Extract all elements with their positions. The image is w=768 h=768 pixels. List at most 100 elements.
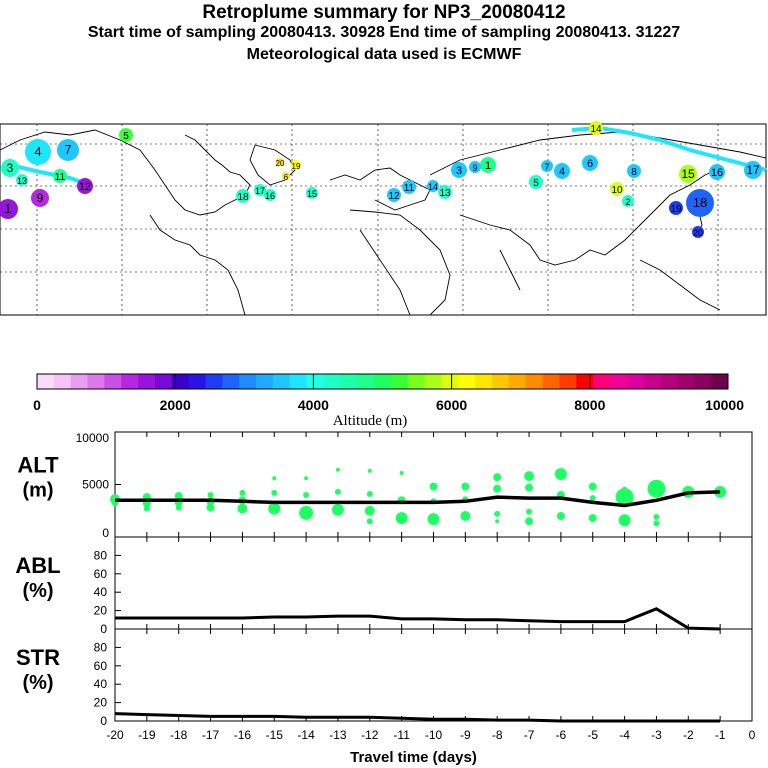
map-point-label: 11	[404, 183, 415, 194]
colorbar-cell	[357, 374, 375, 389]
y-tick-label: 80	[94, 548, 108, 562]
map-point-label: 19	[292, 162, 301, 171]
colorbar-cell	[256, 374, 274, 389]
colorbar-cell	[626, 374, 645, 389]
alt-scatter-point	[588, 482, 597, 491]
abl-panel: ABL(%) 80 60 40 20 0	[15, 536, 753, 636]
alt-scatter-point	[206, 503, 215, 512]
x-tick-label: -8	[492, 728, 503, 742]
map-point-label: 6	[284, 173, 289, 182]
map-point	[254, 184, 266, 196]
map-point	[610, 182, 624, 196]
map-point-label: 20	[693, 228, 703, 238]
map-point-label: 4	[559, 166, 565, 178]
alt-scatter-point	[303, 492, 310, 498]
y-axis-unit: (%)	[22, 672, 53, 694]
abl-line	[115, 607, 721, 631]
map-point	[692, 226, 704, 238]
map-point-label: 3	[7, 161, 14, 175]
colorbar-cell	[492, 374, 510, 389]
map-point-label: 9	[37, 191, 44, 205]
y-axis-label: STR	[16, 645, 60, 670]
alt-scatter-point	[589, 495, 596, 502]
map-point-label: 12	[79, 181, 91, 193]
map-point	[16, 174, 28, 186]
alt-scatter-point	[335, 467, 340, 472]
colorbar-tick-labels: 0 2000 4000 6000 8000 10000	[33, 374, 744, 413]
alt-scatter-point	[271, 489, 278, 496]
chart-title: Retroplume summary for NP3_20080412	[202, 2, 566, 23]
alt-scatter-point	[526, 508, 533, 515]
map-point	[119, 128, 133, 142]
map-point	[276, 158, 284, 166]
alt-scatter-point	[588, 514, 597, 523]
colorbar-tick-label: 2000	[160, 397, 191, 413]
alt-scatter-point	[429, 482, 438, 491]
map-point	[77, 178, 93, 194]
map-point-label: 12	[388, 191, 400, 202]
map-point	[306, 187, 318, 199]
colorbar-cell	[53, 374, 72, 389]
map-point-label: 1	[4, 201, 11, 216]
map-point	[31, 189, 49, 207]
alt-scatter-point	[647, 479, 666, 498]
x-axis-label: Travel time (days)	[350, 749, 477, 766]
map-point-label: 18	[237, 192, 249, 203]
colorbar-tick-label: 8000	[574, 397, 605, 413]
x-tick-label: -15	[266, 728, 284, 742]
alt-scatter-point	[272, 476, 277, 481]
alt-scatter-point	[364, 505, 375, 516]
colorbar-tick-label: 6000	[436, 397, 467, 413]
y-axis-unit: (%)	[22, 580, 53, 602]
alt-scatter-point	[299, 505, 314, 520]
alt-scatter-point	[493, 484, 502, 493]
colorbar-cell	[643, 374, 662, 389]
colorbar-cell	[525, 374, 544, 389]
alt-scatter-point	[143, 505, 150, 512]
y-tick-label: 5000	[82, 478, 109, 492]
map-point-label: 2	[625, 197, 630, 207]
alt-scatter-point	[714, 485, 727, 498]
x-tick-label: -18	[170, 728, 188, 742]
map-point-label: 17	[746, 163, 760, 177]
x-tick-label: -10	[425, 728, 443, 742]
x-tick-label: -17	[202, 728, 220, 742]
alt-scatter-point	[207, 492, 214, 498]
map-point	[387, 188, 401, 202]
colorbar-cell	[188, 374, 207, 389]
map-point	[669, 201, 683, 215]
map-point-label: 17	[255, 186, 265, 196]
colorbar-cell	[559, 374, 577, 389]
map-point-label: 14	[428, 182, 438, 192]
map-point	[529, 175, 543, 189]
map-point	[744, 161, 762, 179]
alt-scatter-point	[493, 473, 502, 482]
map-point	[57, 139, 79, 161]
x-tick-label: -4	[619, 728, 630, 742]
y-tick-label: 60	[94, 659, 108, 673]
map-point	[1, 159, 19, 177]
alt-scatter-point	[174, 492, 183, 501]
colorbar-cell	[374, 374, 392, 389]
map-point	[25, 139, 51, 165]
x-tick-label: -11	[393, 728, 410, 742]
colorbar-cell	[272, 374, 291, 389]
map-point	[627, 164, 641, 178]
colorbar-cell	[289, 374, 308, 389]
alt-scatter-point	[495, 519, 500, 524]
x-tick-label: -14	[297, 728, 315, 742]
map-point-label: 14	[590, 124, 602, 135]
map-point	[427, 180, 439, 192]
colorbar-cell	[154, 374, 173, 389]
map-point	[438, 185, 452, 199]
alt-scatter-point	[239, 489, 246, 496]
y-tick-label: 0	[100, 622, 107, 636]
map-point-label: 10	[611, 185, 623, 196]
map-point-label: 7	[544, 162, 549, 172]
colorbar-cell	[87, 374, 105, 389]
chart-panels: ALT(m)1000050000ABL(%)806040200STR(%)806…	[15, 431, 755, 766]
colorbar-cell	[475, 374, 493, 389]
